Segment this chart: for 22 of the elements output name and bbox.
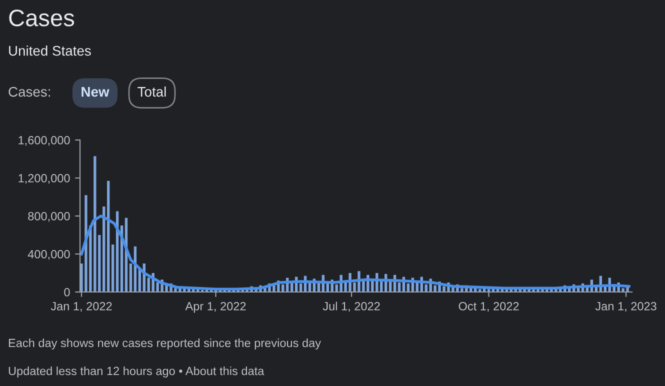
chart-subtitle: United States <box>9 46 91 56</box>
text: Updated less than 12 hours ago • About this data <box>8 366 264 378</box>
bar <box>147 278 150 292</box>
chart-title: Cases <box>9 10 74 26</box>
text: Total <box>138 86 166 97</box>
y-tick-label: 0 <box>64 288 70 296</box>
x-tick-label: Jan 1, 2023 <box>595 302 656 312</box>
y-tick-label: 1,600,000 <box>18 136 70 146</box>
x-tick-label: Jan 1, 2022 <box>50 302 112 312</box>
y-tick-label: 1,200,000 <box>18 174 70 184</box>
y-tick-label: 800,000 <box>28 212 70 222</box>
text: New <box>82 87 110 97</box>
x-tick-label: Oct 1, 2022 <box>458 302 519 312</box>
line-series <box>80 214 630 291</box>
text: Each day shows new cases reported since the previous day <box>8 338 321 350</box>
x-tick-label: Apr 1, 2022 <box>185 302 246 313</box>
text: Cases: <box>8 86 50 97</box>
x-tick-label: Jul 1, 2022 <box>322 302 380 312</box>
bar <box>111 244 114 292</box>
bar <box>107 180 110 292</box>
y-tick-label: 400,000 <box>28 250 70 260</box>
bar <box>129 264 132 292</box>
